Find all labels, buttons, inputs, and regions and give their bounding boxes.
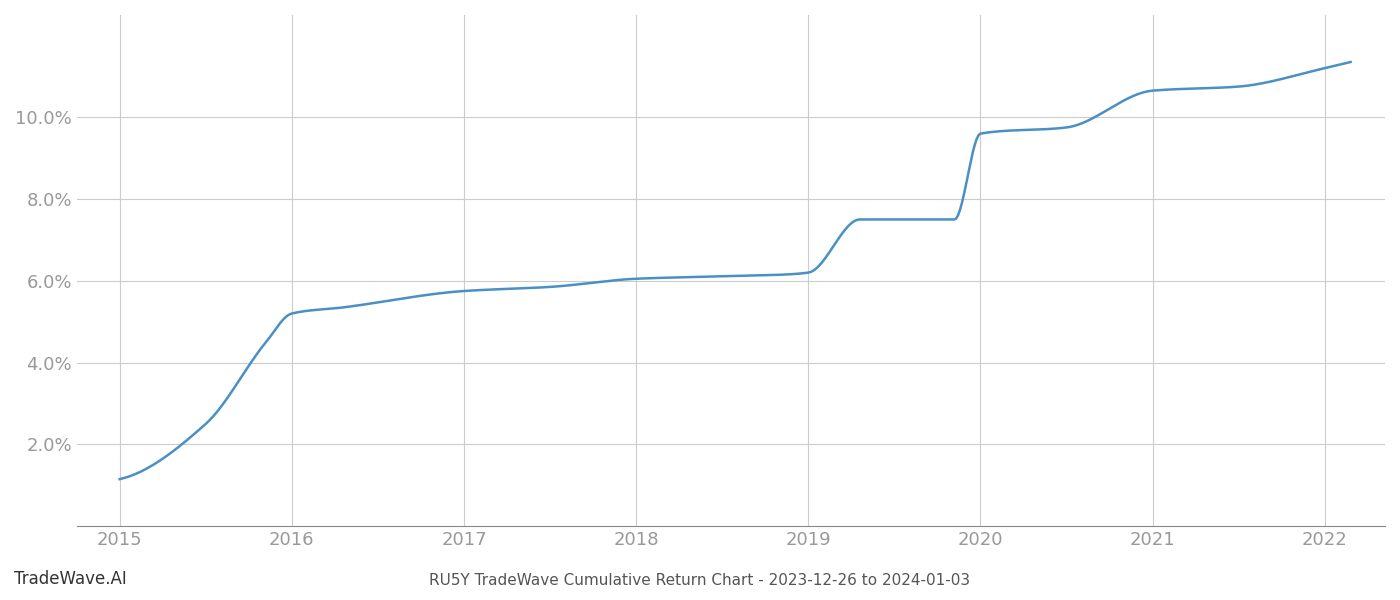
Text: TradeWave.AI: TradeWave.AI bbox=[14, 570, 127, 588]
Text: RU5Y TradeWave Cumulative Return Chart - 2023-12-26 to 2024-01-03: RU5Y TradeWave Cumulative Return Chart -… bbox=[430, 573, 970, 588]
